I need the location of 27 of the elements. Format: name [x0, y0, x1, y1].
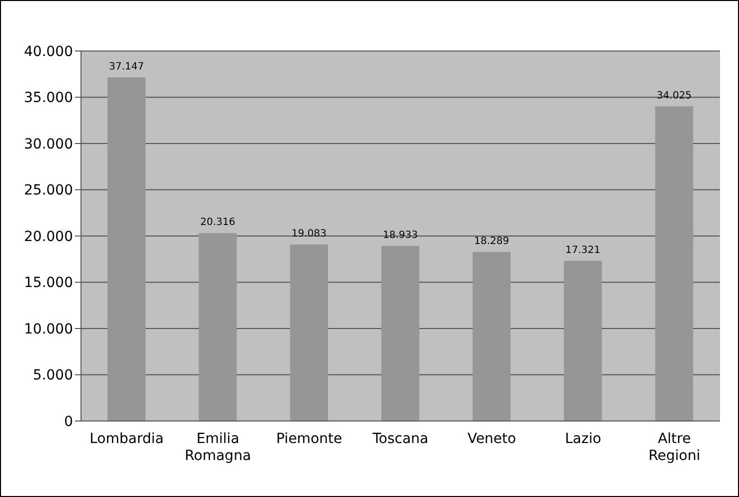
y-tick-label: 15.000 [24, 275, 73, 292]
y-tick-label: 35.000 [24, 90, 73, 106]
bar [472, 252, 511, 421]
x-tick-label: Lombardia [90, 431, 164, 447]
bar [381, 246, 420, 421]
y-tick-label: 10.000 [24, 321, 73, 338]
bar [290, 244, 328, 421]
bar [107, 77, 146, 421]
x-tick-label: Altre Regioni [648, 431, 700, 464]
data-label: 17.321 [565, 244, 600, 256]
data-label: 37.147 [108, 61, 144, 72]
y-tick-label: 20.000 [24, 228, 73, 245]
y-tick-label: 30.000 [24, 136, 73, 152]
x-tick-label: Toscana [372, 431, 428, 447]
x-tick-label: Veneto [467, 431, 516, 447]
x-tick-label: Lazio [564, 431, 602, 447]
x-tick-label: Piemonte [276, 431, 342, 447]
bar [198, 233, 237, 421]
x-tick-label: Emilia Romagna [184, 431, 252, 464]
y-tick-label: 0 [64, 414, 73, 430]
data-label: 20.316 [200, 217, 236, 228]
y-tick-label: 40.000 [24, 44, 73, 60]
bar [655, 106, 694, 421]
bar [564, 260, 602, 421]
y-tick-label: 5.000 [32, 368, 73, 384]
data-label: 18.289 [474, 236, 510, 247]
y-tick-label: 25.000 [24, 182, 73, 199]
